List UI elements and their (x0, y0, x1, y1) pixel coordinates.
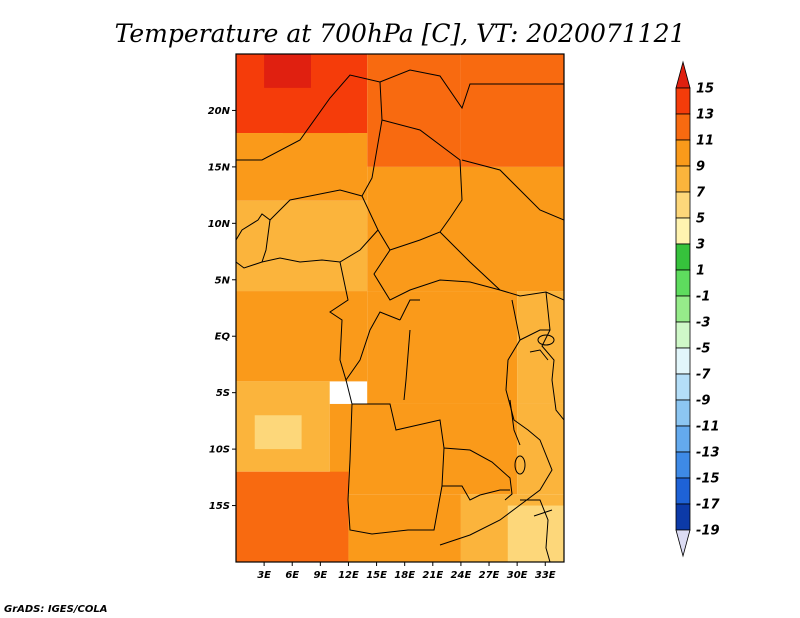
x-tick-label: 3E (257, 570, 271, 581)
field-cell (348, 494, 461, 562)
field-cell (460, 54, 564, 167)
colorbar-label: 15 (696, 82, 714, 97)
y-tick-label: 20N (208, 106, 231, 117)
field-cell (236, 200, 368, 292)
x-tick-label: 30E (507, 570, 528, 581)
colorbar-label: -1 (696, 290, 710, 305)
field-cell (367, 291, 518, 404)
colorbar-label: -11 (696, 420, 720, 435)
x-tick-label: 15E (366, 570, 387, 581)
x-tick-label: 18E (394, 570, 415, 581)
field-cell (517, 291, 564, 404)
colorbar-bin (675, 425, 691, 453)
colorbar-label: -15 (696, 472, 720, 487)
colorbar-bin (675, 477, 691, 505)
lake-outlines (509, 334, 555, 517)
y-tick-label: 10S (209, 445, 230, 456)
colorbar-bin (675, 139, 691, 167)
y-axis-ticks: 20N 15N 10N 5N EQ 5S 10S 15S (208, 106, 236, 512)
x-axis-ticks: 3E 6E 9E 12E 15E 18E 21E 24E 27E 30E 33E (257, 562, 556, 581)
colorbar-label: -7 (696, 368, 711, 383)
colorbar-bin (675, 269, 691, 297)
field-cell (236, 291, 368, 382)
field-cell (236, 471, 349, 562)
x-tick-label: 33E (535, 570, 556, 581)
colorbar-bin (675, 451, 691, 479)
map-area (235, 53, 565, 563)
x-tick-label: 27E (479, 570, 500, 581)
colorbar-label: 5 (696, 212, 705, 227)
field-cell (236, 133, 368, 201)
colorbar-label: -19 (696, 524, 720, 539)
chart-title: Temperature at 700hPa [C], VT: 202007112… (115, 19, 686, 48)
colorbar-bin (675, 243, 691, 271)
field-cell (254, 415, 302, 450)
field-cell (264, 54, 311, 88)
x-tick-label: 12E (338, 570, 359, 581)
colorbar-label: 7 (696, 186, 706, 201)
colorbar-label: -3 (696, 316, 710, 331)
y-tick-label: 10N (208, 219, 231, 230)
colorbar-bottom-arrow (675, 529, 691, 558)
colorbar-bin (675, 503, 691, 531)
field-cell (367, 166, 564, 292)
colorbar-bin (675, 347, 691, 375)
colorbar-bin (675, 321, 691, 349)
field-cell (367, 54, 461, 167)
x-tick-label: 6E (285, 570, 299, 581)
colorbar-bin (675, 87, 691, 115)
colorbar-label: 13 (696, 108, 714, 123)
colorbar-label: -13 (696, 446, 720, 461)
y-tick-label: 15N (208, 162, 231, 173)
x-tick-label: 24E (451, 570, 472, 581)
country-borders (236, 69, 564, 562)
colorbar-top-arrow (675, 60, 691, 89)
credit-label: GrADS: IGES/COLA (4, 604, 108, 615)
field-cell (329, 403, 518, 495)
field-cell (517, 403, 564, 495)
colorbar-bin (675, 373, 691, 401)
colorbar-bin (675, 295, 691, 323)
temperature-field (236, 54, 564, 562)
plot-frame (235, 53, 565, 563)
colorbar-label: 11 (696, 134, 714, 149)
colorbar-bin (675, 191, 691, 219)
colorbar-label: 3 (696, 238, 705, 253)
y-tick-label: EQ (215, 332, 231, 343)
colorbar: 15 13 11 9 7 5 3 1 -1 -3 -5 -7 -9 -11 -13 -15 -17 -19 (675, 60, 720, 558)
colorbar-label: 1 (696, 264, 705, 279)
colorbar-bin (675, 113, 691, 141)
colorbar-bin (675, 165, 691, 193)
colorbar-bin (675, 217, 691, 245)
x-tick-label: 9E (313, 570, 327, 581)
x-tick-label: 21E (422, 570, 443, 581)
colorbar-label: 9 (696, 160, 705, 175)
y-tick-label: 5S (216, 388, 230, 399)
y-tick-label: 5N (215, 275, 231, 286)
colorbar-label: -9 (696, 394, 710, 409)
colorbar-label: -5 (696, 342, 710, 357)
colorbar-label: -17 (696, 498, 720, 513)
colorbar-bin (675, 399, 691, 427)
y-tick-label: 15S (209, 501, 230, 512)
field-cell (507, 505, 564, 562)
